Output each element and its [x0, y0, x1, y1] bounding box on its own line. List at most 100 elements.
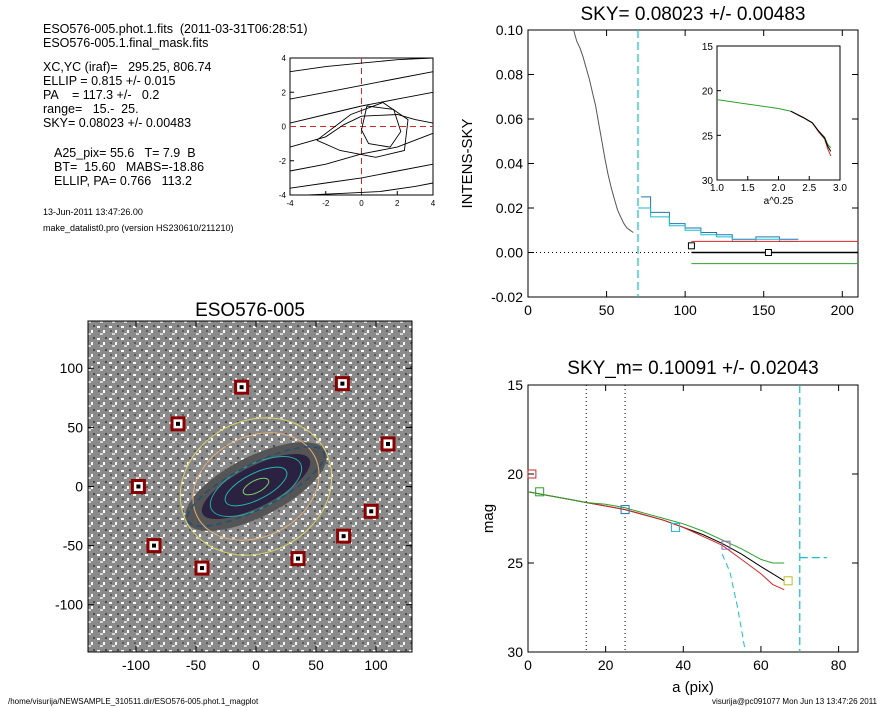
result-line-2: BT= 15.60 MABS=-18.86	[54, 160, 205, 174]
contour-y-label: -4	[279, 191, 287, 200]
sky-inset-y-label: 15	[702, 42, 714, 53]
contour-line	[289, 57, 434, 73]
contour-line	[289, 114, 434, 148]
file-line: ESO576-005.phot.1.fits (2011-03-31T06:28…	[43, 22, 308, 36]
sky-inset-x-label: 2.0	[772, 183, 786, 194]
param-line-2: ELLIP = 0.815 +/- 0.015	[43, 74, 176, 88]
sky-x-label: 50	[599, 302, 615, 318]
sky-y-label: 0.10	[496, 22, 523, 38]
sky-inset-xlabel: a^0.25	[764, 196, 794, 207]
sky-x-label: 0	[524, 302, 532, 318]
sky-y-label: 0.08	[496, 66, 523, 82]
footer-user: visurija@pc091077 Mon Jun 13 13:47:26 20…	[712, 697, 877, 706]
contour-line	[289, 71, 434, 100]
sky-series-1	[641, 196, 799, 240]
sky-marker	[687, 242, 695, 250]
sky-inset-x-label: 2.5	[802, 183, 816, 194]
mag-series-2	[527, 491, 785, 564]
contour-y-label: 4	[282, 54, 287, 63]
star-mask-core	[152, 543, 156, 548]
galaxy-isophote-1	[192, 432, 320, 541]
galaxy-x-label: 0	[252, 657, 260, 673]
sky-series-2	[638, 207, 799, 242]
mag-x-label: 20	[598, 657, 614, 673]
galaxy-y-label: -50	[63, 538, 83, 554]
mag-marker	[535, 487, 545, 497]
sky-inset-series-2	[790, 110, 832, 152]
contour-line	[289, 132, 434, 172]
galaxy-disk	[201, 453, 311, 520]
star-mask-core	[340, 381, 345, 386]
program-line: make_datalist0.pro (version HS230610/211…	[43, 223, 234, 233]
star-mask-core	[369, 509, 374, 514]
sky-x-label: 100	[673, 302, 697, 318]
mag-ylabel: mag	[480, 504, 497, 533]
mag-y-label: 20	[507, 466, 523, 482]
sky-inset-y-label: 30	[702, 176, 714, 187]
mag-marker	[620, 505, 630, 515]
sky-inset-frame	[716, 45, 841, 181]
galaxy-a25-ellipse	[186, 446, 326, 527]
sky-marker	[764, 249, 772, 256]
sky-inset-x-label: 1.5	[741, 183, 755, 194]
mag-y-label: 15	[507, 377, 523, 393]
galaxy-x-label: -50	[186, 657, 206, 673]
contour-line	[289, 163, 434, 189]
sky-y-label: 0.06	[496, 111, 523, 127]
contour-x-label: 4	[431, 199, 436, 208]
mag-title: SKY_m= 0.10091 +/- 0.02043	[567, 358, 818, 379]
sky-y-label: 0.02	[496, 200, 523, 216]
sky-inset-x-label: 3.0	[833, 183, 847, 194]
galaxy-x-label: 100	[364, 657, 388, 673]
galaxy-isophote-0	[179, 417, 333, 556]
galaxy-y-label: 0	[75, 478, 83, 494]
date-line: 13-Jun-2011 13:47:26.00	[43, 207, 143, 217]
mag-marker	[783, 576, 793, 586]
mag-x-label: 80	[831, 657, 847, 673]
contour-line	[307, 182, 434, 196]
galaxy-title: ESO576-005	[195, 300, 305, 321]
mag-x-label: 40	[676, 657, 692, 673]
param-line-5: SKY= 0.08023 +/- 0.00483	[43, 116, 192, 130]
galaxy-isophote-3	[224, 466, 288, 507]
star-mask-core	[296, 556, 300, 561]
result-line-1: A25_pix= 55.6 T= 7.9 B	[54, 146, 196, 160]
mag-marker	[671, 522, 681, 532]
sky-y-label: -0.02	[491, 289, 523, 305]
galaxy-y-label: 100	[60, 360, 84, 376]
mag-xlabel: a (pix)	[672, 679, 714, 696]
sky-title: SKY= 0.08023 +/- 0.00483	[580, 4, 805, 25]
sky-x-label: 200	[831, 302, 855, 318]
mag-series-1	[527, 491, 785, 591]
star-mask-core	[176, 421, 180, 426]
contour-x-label: 2	[395, 199, 400, 208]
mag-series-3	[721, 553, 746, 653]
contour-y-label: 2	[282, 88, 287, 97]
sky-y-label: 0.04	[496, 155, 523, 171]
star-mask-core	[136, 484, 141, 489]
sky-x-label: 150	[752, 302, 776, 318]
star-mask-core	[341, 534, 346, 539]
mag-y-label: 25	[507, 555, 523, 571]
contour-x-label: -4	[286, 199, 294, 208]
mag-frame	[527, 384, 859, 653]
param-line-1: XC,YC (iraf)= 295.25, 806.74	[43, 60, 212, 74]
param-line-3: PA = 117.3 +/- 0.2	[43, 88, 160, 102]
galaxy-image	[88, 321, 412, 652]
galaxy-x-label: 50	[308, 657, 324, 673]
sky-ylabel: INTENS-SKY	[459, 118, 476, 208]
star-mask-core	[386, 441, 390, 446]
contour-y-label: -2	[279, 157, 287, 166]
contour-x-label: -2	[322, 199, 330, 208]
contour-y-label: 0	[282, 123, 287, 132]
result-line-3: ELLIP, PA= 0.766 113.2	[54, 174, 192, 188]
sky-series-0	[573, 29, 634, 233]
mag-x-label: 0	[524, 657, 532, 673]
star-mask-core	[239, 385, 244, 390]
mag-x-label: 60	[753, 657, 769, 673]
galaxy-y-label: -100	[55, 597, 83, 613]
galaxy-x-label: -100	[122, 657, 150, 673]
galaxy-y-label: 50	[67, 419, 83, 435]
mag-series-0	[527, 491, 785, 582]
